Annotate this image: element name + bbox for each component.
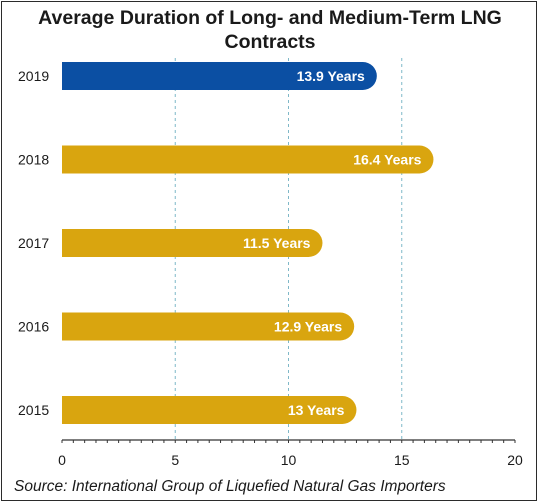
- data-label: 13 Years: [288, 402, 345, 418]
- x-tick-label: 10: [281, 452, 297, 468]
- chart-title: Average Duration of Long- and Medium-Ter…: [38, 7, 502, 53]
- category-label: 2017: [18, 235, 49, 251]
- bars: 13.9 Years 2019 16.4 Years 2018 11.5 Years 20…: [18, 62, 434, 424]
- data-label: 16.4 Years: [353, 152, 421, 168]
- category-label: 2015: [18, 402, 49, 418]
- category-label: 2018: [18, 152, 49, 168]
- category-label: 2019: [18, 68, 49, 84]
- bar: [62, 396, 357, 424]
- bar: [62, 145, 434, 174]
- bar: [62, 229, 323, 257]
- data-label: 13.9 Years: [297, 68, 365, 84]
- bar: [62, 312, 355, 341]
- x-tick-label: 20: [507, 452, 523, 468]
- category-label: 2016: [18, 319, 49, 335]
- data-label: 12.9 Years: [274, 319, 342, 335]
- data-label: 11.5 Years: [243, 235, 311, 251]
- x-axis: 0 5 10 15 20: [58, 439, 523, 468]
- source-note: Source: International Group of Liquefied…: [14, 478, 446, 495]
- bar: [62, 62, 377, 90]
- x-tick-label: 15: [394, 452, 410, 468]
- x-tick-label: 0: [58, 452, 66, 468]
- x-tick-label: 5: [171, 452, 179, 468]
- gridlines: [174, 58, 403, 440]
